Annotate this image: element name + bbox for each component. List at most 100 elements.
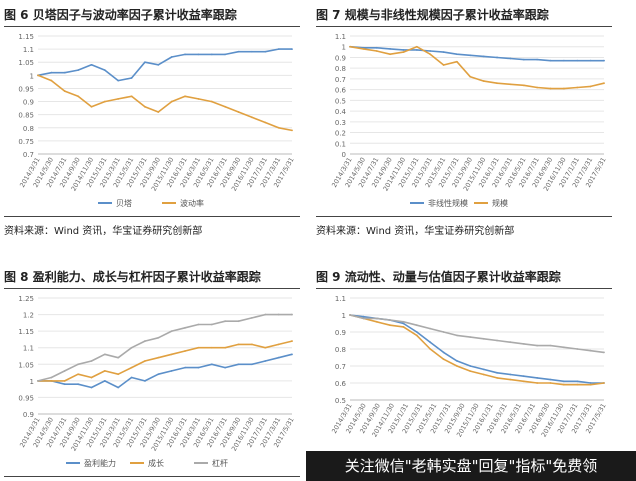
y-tick-label: 0.9: [335, 54, 346, 62]
y-tick-label: 1.1: [335, 33, 346, 41]
y-tick-label: 0.95: [18, 394, 34, 402]
legend-label: 成长: [148, 458, 164, 468]
data-point: [237, 343, 240, 346]
data-point: [429, 341, 432, 344]
data-point: [50, 79, 53, 82]
series-line-1: [38, 353, 293, 389]
data-point: [50, 376, 53, 379]
data-point: [522, 375, 525, 378]
data-point: [250, 50, 253, 53]
data-point: [291, 129, 293, 132]
data-point: [549, 87, 552, 90]
y-tick-label: 0.6: [335, 87, 347, 95]
data-point: [456, 334, 458, 337]
data-point: [589, 85, 592, 88]
data-point: [429, 50, 432, 52]
y-tick-label: 0.3: [335, 119, 346, 127]
data-point: [77, 95, 80, 98]
data-point: [536, 377, 539, 379]
data-point: [90, 105, 93, 108]
data-point: [130, 346, 133, 349]
data-point: [549, 382, 552, 384]
data-point: [375, 317, 378, 320]
data-point: [170, 353, 173, 356]
data-point: [496, 377, 498, 379]
y-tick-label: 0.75: [18, 138, 34, 146]
y-tick-label: 1.15: [18, 328, 34, 336]
data-point: [469, 370, 472, 372]
data-point: [184, 326, 186, 329]
data-point: [130, 77, 133, 79]
data-point: [277, 343, 280, 346]
figure-7-bottom-rule: [316, 216, 612, 217]
data-point: [496, 82, 498, 85]
data-point: [456, 53, 458, 56]
data-point: [375, 320, 378, 323]
figure-6-source: 资料来源：Wind 资讯，华宝证券研究创新部: [4, 226, 203, 237]
data-point: [197, 323, 200, 326]
data-point: [157, 111, 160, 113]
data-point: [522, 380, 525, 383]
data-point: [37, 74, 39, 77]
y-tick-label: 0.95: [18, 85, 34, 93]
data-point: [197, 346, 200, 349]
data-point: [90, 63, 93, 66]
data-point: [117, 386, 120, 389]
data-point: [250, 116, 253, 119]
figure-7-source: 资料来源：Wind 资讯，华宝证券研究创新部: [316, 226, 515, 237]
data-point: [402, 326, 405, 328]
data-point: [144, 340, 146, 342]
data-point: [509, 378, 512, 381]
data-point: [589, 59, 592, 62]
data-point: [184, 53, 186, 56]
data-point: [603, 59, 605, 62]
data-point: [349, 45, 351, 48]
data-point: [402, 49, 405, 51]
figure-6-bottom-rule: [4, 216, 300, 217]
data-point: [375, 46, 378, 49]
data-point: [442, 51, 445, 53]
data-point: [77, 383, 80, 386]
data-point: [576, 383, 579, 386]
data-point: [197, 53, 200, 56]
data-point: [576, 348, 579, 350]
data-point: [50, 71, 53, 74]
data-point: [103, 379, 106, 382]
y-tick-label: 1.2: [23, 312, 34, 320]
data-point: [210, 323, 213, 326]
data-point: [509, 83, 512, 86]
data-point: [264, 360, 267, 362]
data-point: [349, 314, 351, 316]
data-point: [264, 50, 267, 53]
data-point: [415, 324, 418, 327]
data-point: [277, 48, 280, 51]
data-point: [63, 90, 66, 92]
data-point: [144, 105, 146, 108]
y-tick-label: 0.5: [335, 97, 346, 105]
data-point: [77, 363, 80, 366]
data-point: [589, 383, 592, 386]
legend-label: 规模: [492, 198, 508, 208]
y-tick-label: 0.7: [335, 363, 346, 371]
data-point: [496, 371, 498, 374]
series-line-3: [37, 313, 292, 382]
data-point: [170, 330, 173, 333]
data-point: [63, 71, 66, 74]
data-point: [291, 313, 293, 316]
data-point: [90, 376, 93, 379]
data-point: [90, 386, 93, 389]
data-point: [130, 95, 133, 98]
figure-8-top-rule: [4, 288, 300, 289]
data-point: [197, 366, 200, 369]
data-point: [291, 340, 293, 342]
figure-7-title: 图 7 规模与非线性规模因子累计收益率跟踪: [316, 8, 549, 22]
data-point: [415, 45, 418, 48]
series-line-3: [349, 314, 605, 354]
data-point: [50, 379, 53, 382]
data-point: [496, 339, 498, 342]
data-point: [157, 356, 160, 359]
data-point: [603, 351, 605, 354]
data-point: [184, 95, 186, 98]
data-point: [442, 64, 445, 66]
data-point: [549, 378, 552, 381]
